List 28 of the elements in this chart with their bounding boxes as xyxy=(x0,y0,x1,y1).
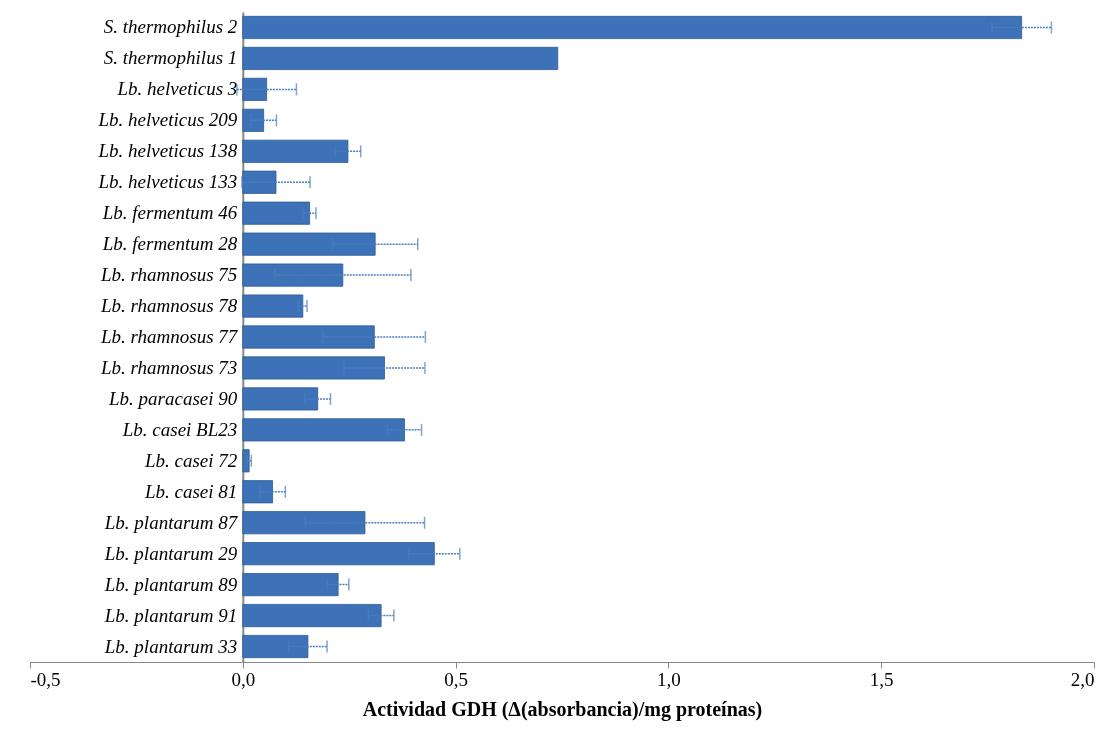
y-tick-label: S. thermophilus 2 xyxy=(103,16,238,38)
x-tick-label: 0,5 xyxy=(444,668,468,690)
y-tick-label: Lb. rhamnosus 73 xyxy=(99,356,238,378)
y-tick-label: Lb. casei 81 xyxy=(143,480,238,502)
y-tick-label: Lb. plantarum 91 xyxy=(103,604,238,626)
y-tick-label: Lb. helveticus 209 xyxy=(97,109,238,131)
y-tick-label: Lb. helveticus 3 xyxy=(116,78,238,100)
y-tick-label: Lb. plantarum 33 xyxy=(103,635,238,657)
y-tick-label: Lb. rhamnosus 77 xyxy=(99,326,239,347)
y-tick-label: Lb. casei 72 xyxy=(143,449,238,471)
y-tick-label: Lb. rhamnosus 75 xyxy=(99,264,238,286)
x-tick-label: 0,0 xyxy=(231,668,256,690)
y-tick-label: Lb. plantarum 89 xyxy=(103,573,238,595)
x-tick-label: 1,5 xyxy=(869,668,894,690)
y-tick-label: Lb. helveticus 138 xyxy=(97,140,238,162)
x-tick-label: 2,0 xyxy=(1070,668,1095,690)
y-tick-label: S. thermophilus 1 xyxy=(103,47,238,69)
x-tick-label: 1,0 xyxy=(657,668,681,690)
y-tick-label: Lb. casei BL23 xyxy=(121,418,238,440)
x-tick-label: -0,5 xyxy=(30,668,61,690)
y-tick-label: Lb. fermentum 46 xyxy=(101,202,238,224)
x-axis-title: Actividad GDH (Δ(absorbancia)/mg proteínas) xyxy=(362,697,763,721)
y-tick-label: Lb. rhamnosus 78 xyxy=(99,295,238,317)
y-tick-label: Lb. plantarum 87 xyxy=(103,511,239,533)
y-tick-label: Lb. fermentum 28 xyxy=(101,233,238,255)
y-tick-label: Lb. helveticus 133 xyxy=(97,171,238,193)
y-tick-label: Lb. paracasei 90 xyxy=(108,387,238,409)
y-tick-label: Lb. plantarum 29 xyxy=(103,542,238,564)
